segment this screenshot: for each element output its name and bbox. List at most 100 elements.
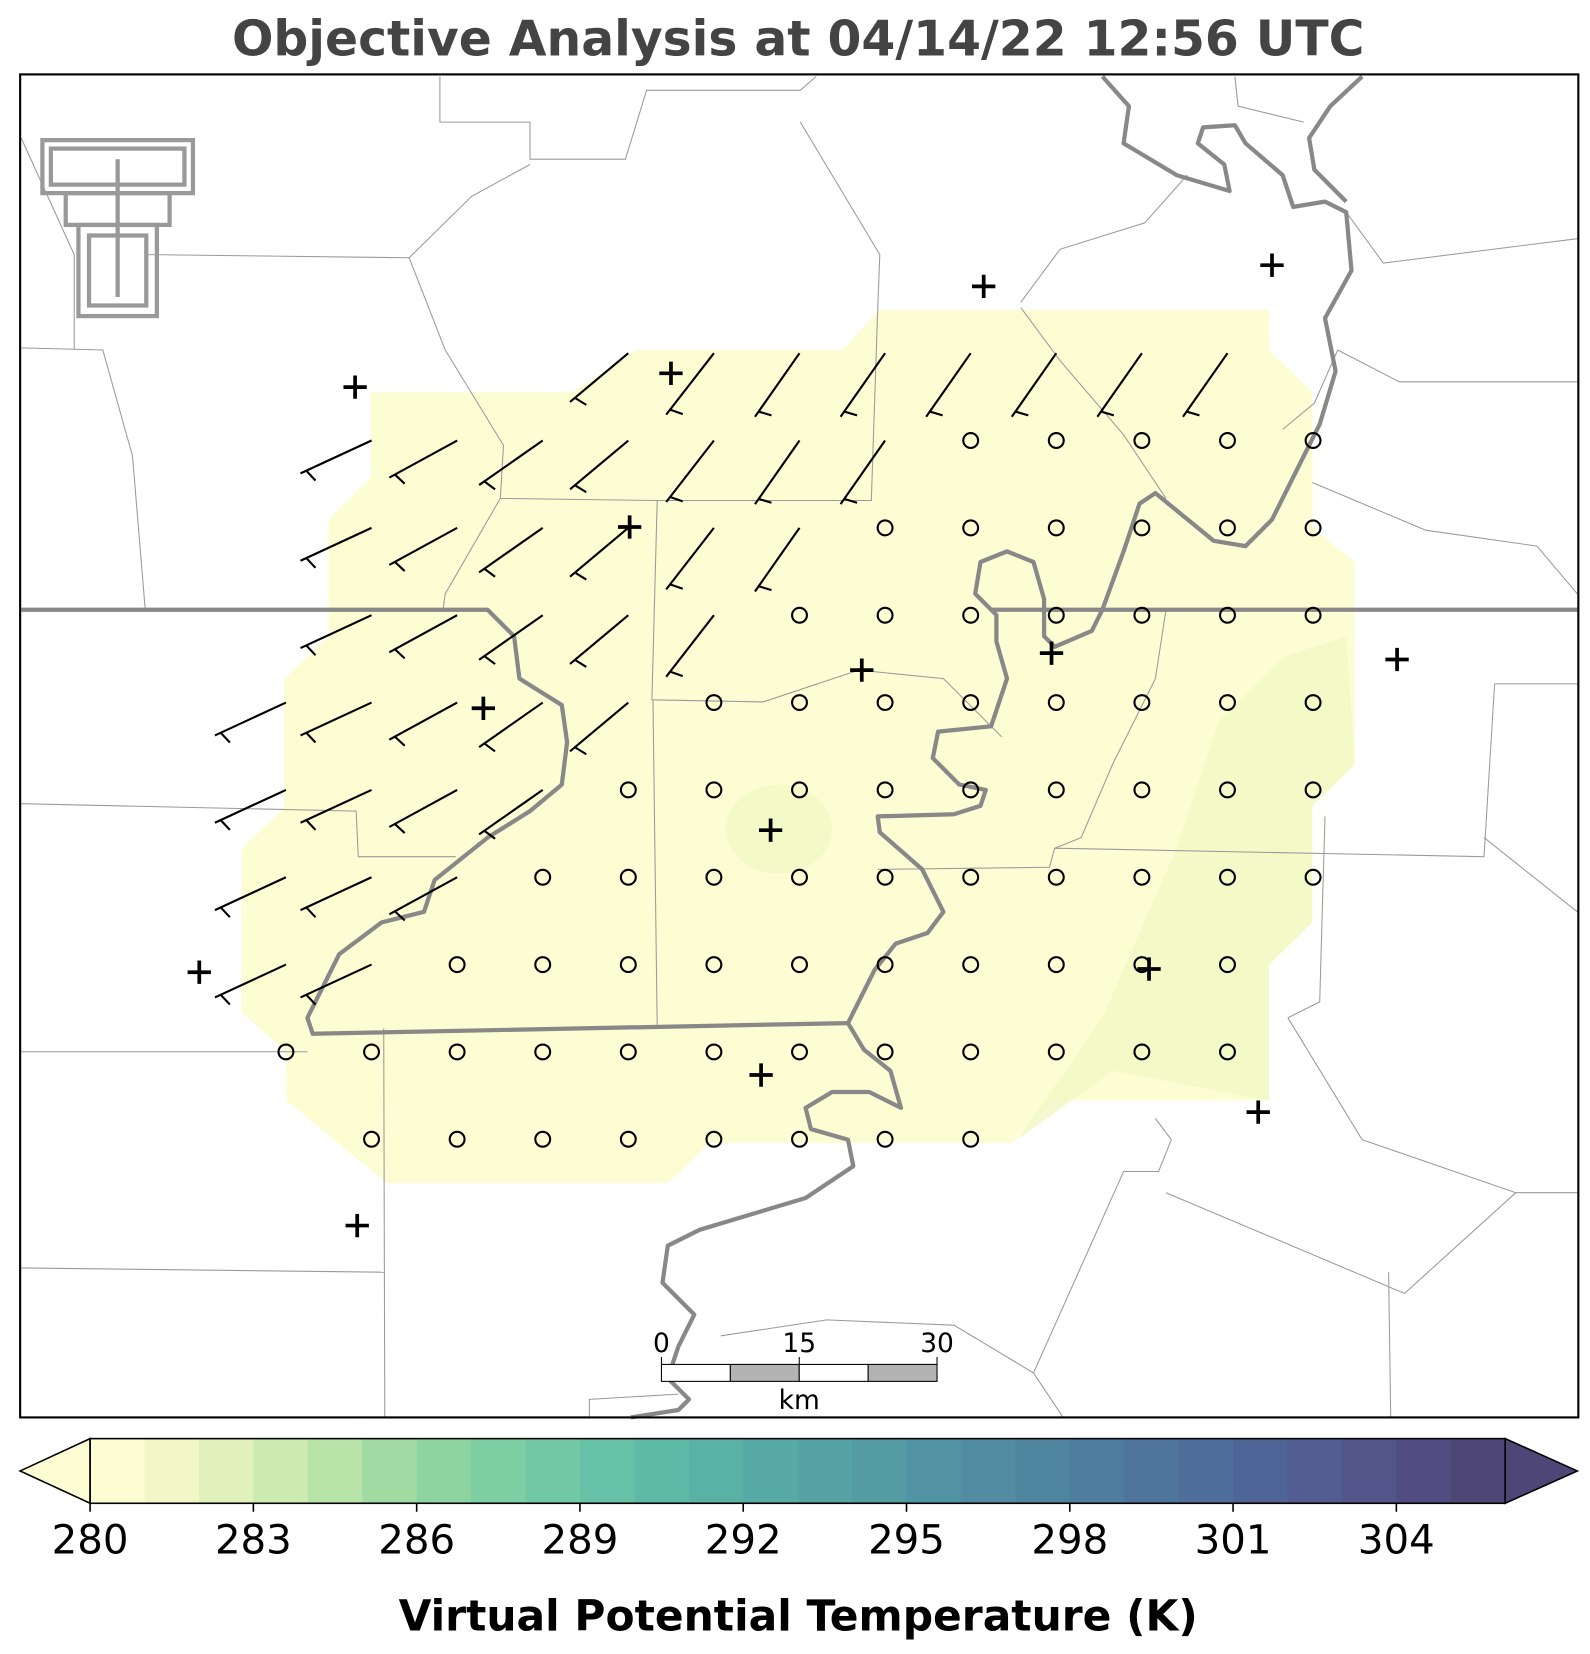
calm-wind [962,956,980,974]
calm-wind [534,868,552,886]
calm-wind [705,868,723,886]
wind-barb [305,994,317,1006]
colorbar-segment [362,1438,418,1504]
calm-wind [876,1130,894,1148]
wind-barb [1096,352,1143,418]
colorbar-segment [634,1438,690,1504]
station [1246,1100,1270,1124]
station [343,375,367,399]
colorbar-segment [1069,1438,1125,1504]
scale-segment [798,1363,869,1382]
wind-barb [1182,352,1229,418]
wind-barb [214,876,287,912]
colorbar-segment [1341,1438,1397,1504]
wind-barb [1186,410,1200,417]
calm-wind [876,694,894,712]
station [749,1063,773,1087]
colorbar-segment [688,1438,744,1504]
wind-barb [843,497,858,504]
colorbar-extension [18,1437,91,1505]
wind-barb [300,701,372,737]
colorbar-segment [253,1438,309,1504]
calm-wind [876,781,894,799]
calm-wind [1219,694,1236,712]
colorbar-tick-label: 304 [1358,1518,1435,1564]
calm-wind [1304,519,1322,537]
wind-barb [754,527,801,593]
calm-wind [1133,1043,1151,1061]
wind-barb [388,788,458,828]
calm-wind [1304,432,1322,450]
colorbar-segment [1233,1438,1289,1504]
scale-segment [660,1363,731,1382]
calm-wind [962,1130,980,1148]
calm-wind [1219,868,1236,886]
calm-wind [1304,694,1322,712]
calm-wind [534,1130,552,1148]
scale-units: km [779,1385,820,1416]
colorbar-segment [416,1438,472,1504]
calm-wind [363,1130,381,1148]
wind-barb [305,557,317,569]
calm-wind [1047,606,1065,624]
wind-barb [929,410,943,417]
colorbar-segment [743,1438,799,1504]
calm-wind [876,1043,894,1061]
wind-barb [1010,352,1058,418]
calm-wind [1047,432,1065,450]
wind-barb [478,614,544,661]
wind-barb [388,614,458,654]
wind-barb [388,526,458,566]
calm-wind [962,1043,980,1061]
colorbar-tick-label: 289 [542,1518,619,1564]
calm-wind [791,606,808,624]
colorbar-tick-label: 295 [868,1518,945,1564]
calm-wind [1219,432,1236,450]
wind-barb [300,963,372,999]
wind-barb [665,439,715,503]
wind-barb [305,469,317,482]
wind-barb [843,410,858,417]
wind-barb [669,408,684,416]
wind-barb [483,655,496,665]
wind-barb [758,497,772,504]
wind-barb [758,585,772,592]
wind-barb [569,352,629,403]
scale-tick-label: 0 [653,1328,670,1359]
station [617,515,642,539]
wind-barb [839,352,886,418]
wind-barb [219,732,231,744]
wind-barb [569,527,629,578]
wind-barb [214,701,287,737]
wind-barb [574,396,587,406]
calm-wind [705,1130,723,1148]
scale-bar: 0 15 30 km [653,1328,954,1416]
calm-wind [962,519,980,537]
station [1137,957,1161,981]
calm-wind [791,956,808,974]
calm-wind [1133,606,1151,624]
calm-wind [1133,781,1151,799]
colorbar-label: Virtual Potential Temperature (K) [399,1591,1198,1640]
wind-barb [300,439,372,475]
colorbar-segment [471,1438,527,1504]
colorbar-segment [1450,1438,1506,1504]
station [1385,647,1409,672]
colorbar-tick-label: 283 [215,1518,292,1564]
calm-wind [277,1043,295,1061]
wind-barb [483,742,496,753]
calm-wind [619,868,637,886]
calm-wind [1219,781,1236,799]
wind-barb [569,614,629,665]
wind-barb [839,439,886,505]
calm-wind [876,606,894,624]
wind-barb [305,819,317,831]
colorbar-segment [1124,1438,1180,1504]
wind-barb [1015,410,1029,417]
wind-barb [574,746,587,756]
field-region [241,309,1355,1184]
wind-barb [300,788,372,824]
colorbar-segment [144,1438,200,1504]
wind-barb [669,583,684,590]
